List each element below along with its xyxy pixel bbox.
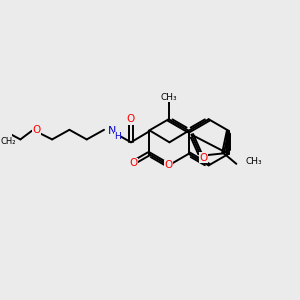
Text: O: O [33, 125, 41, 135]
Text: O: O [200, 153, 208, 163]
Text: O: O [127, 114, 135, 124]
Text: H: H [114, 132, 121, 141]
Text: N: N [107, 126, 116, 136]
Text: CH₃: CH₃ [245, 158, 262, 166]
Text: O: O [130, 158, 138, 169]
Text: CH₃: CH₃ [160, 93, 177, 102]
Text: O: O [164, 160, 173, 170]
Text: CH₂: CH₂ [0, 137, 16, 146]
